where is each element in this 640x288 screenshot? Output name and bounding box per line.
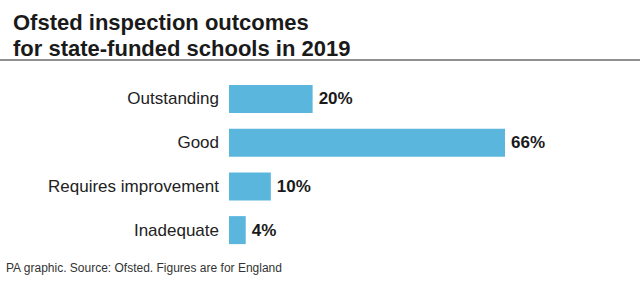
svg-text:Inadequate: Inadequate (134, 221, 219, 240)
svg-text:10%: 10% (277, 177, 311, 196)
svg-text:4%: 4% (252, 221, 277, 240)
svg-text:Requires improvement: Requires improvement (48, 177, 219, 196)
svg-text:Ofsted inspection outcomes: Ofsted inspection outcomes (13, 10, 309, 35)
svg-text:Good: Good (177, 133, 219, 152)
svg-text:PA graphic. Source: Ofsted. Fi: PA graphic. Source: Ofsted. Figures are … (6, 261, 282, 275)
svg-text:20%: 20% (319, 89, 353, 108)
svg-text:for state-funded schools in 20: for state-funded schools in 2019 (13, 36, 350, 61)
svg-text:Outstanding: Outstanding (127, 89, 219, 108)
svg-text:66%: 66% (511, 133, 545, 152)
